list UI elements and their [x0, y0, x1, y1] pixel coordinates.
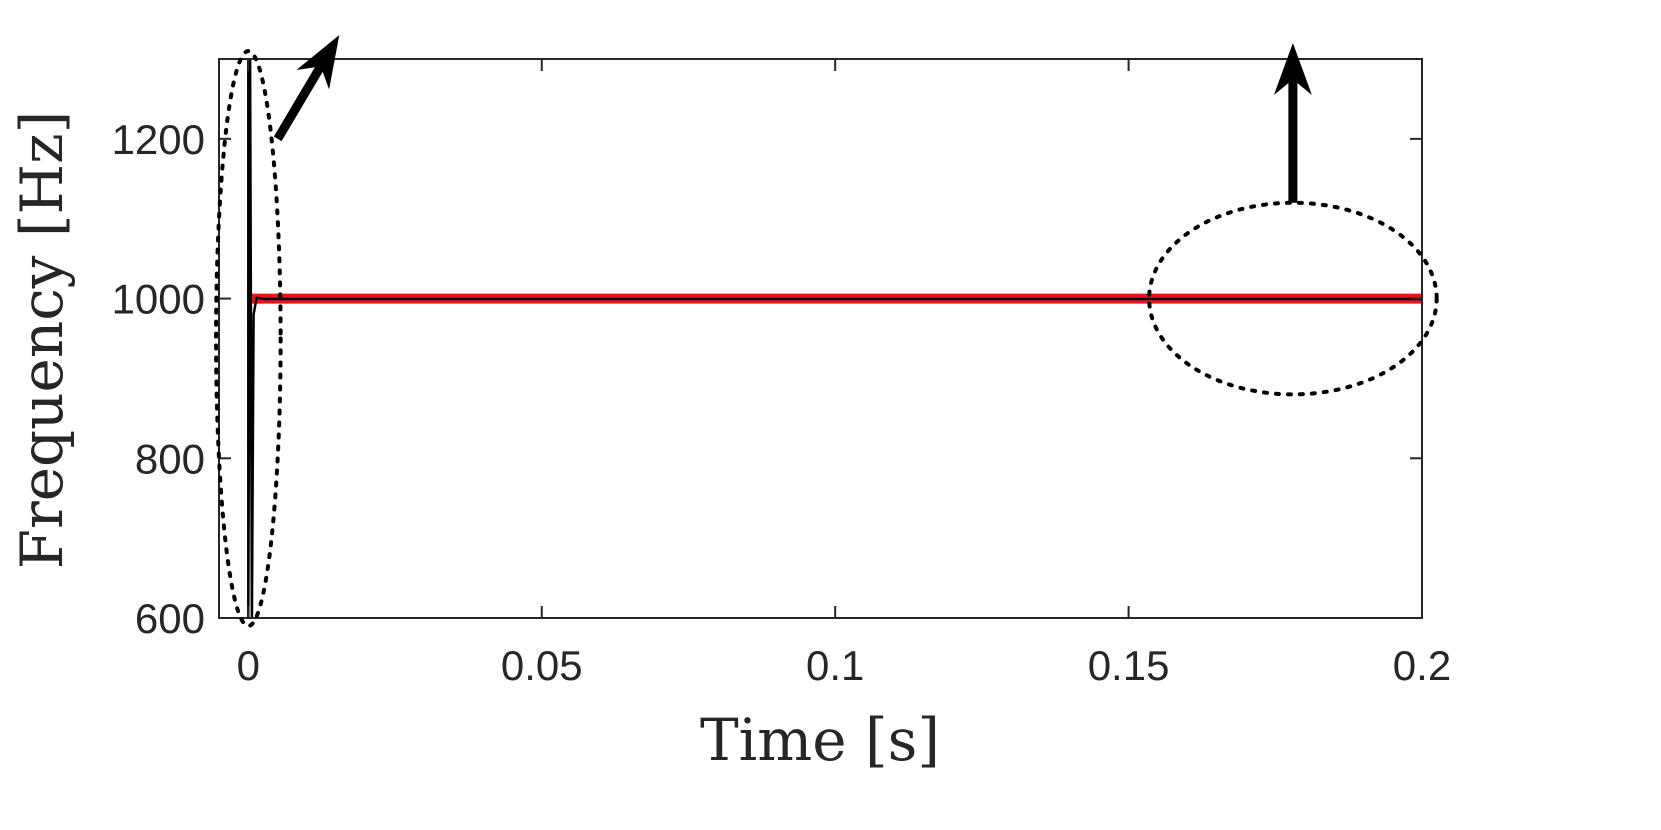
y-tick-label: 1000 [112, 276, 205, 323]
x-tick-label: 0.15 [1088, 642, 1170, 689]
x-axis-label: Time [s] [700, 706, 940, 774]
annotations [214, 35, 1439, 628]
plot-area [247, 59, 1422, 618]
y-tick-label: 600 [135, 595, 205, 642]
ticks: 0 0.05 0.1 0.15 0.2 600 800 1000 1200 [112, 59, 1451, 689]
x-tick-label: 0 [237, 642, 260, 689]
x-tick-label: 0.05 [501, 642, 583, 689]
axes-box [218, 58, 1423, 619]
x-tick-label: 0.1 [806, 642, 864, 689]
arrow-shaft [273, 64, 325, 142]
y-axis-label: Frequency [Hz] [8, 111, 76, 570]
dotted-ellipse-annotation [1147, 200, 1439, 397]
y-tick-label: 1200 [112, 116, 205, 163]
arrow-head [1273, 43, 1312, 96]
y-tick-label: 800 [135, 435, 205, 482]
x-tick-label: 0.2 [1393, 642, 1451, 689]
series-line-black [247, 59, 1422, 618]
dotted-ellipse-annotation [214, 49, 283, 628]
arrow-head [296, 35, 340, 90]
